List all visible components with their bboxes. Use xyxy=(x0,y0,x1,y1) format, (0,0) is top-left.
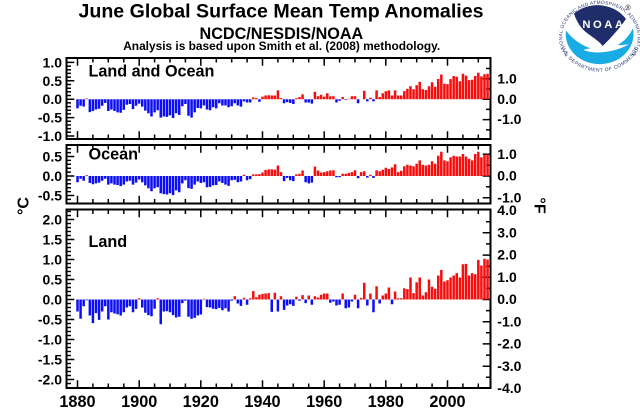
svg-text:1920: 1920 xyxy=(183,393,219,411)
svg-text:NCDC/NESDIS/NOAA: NCDC/NESDIS/NOAA xyxy=(200,25,364,43)
svg-text:0.5: 0.5 xyxy=(43,73,63,89)
svg-text:0.0: 0.0 xyxy=(43,168,63,184)
svg-text:-1.0: -1.0 xyxy=(497,313,521,329)
svg-text:0.0: 0.0 xyxy=(43,91,63,107)
svg-text:-2.0: -2.0 xyxy=(497,336,521,352)
svg-text:3.0: 3.0 xyxy=(497,224,517,240)
svg-text:0.0: 0.0 xyxy=(497,291,517,307)
svg-text:1940: 1940 xyxy=(244,393,280,411)
svg-text:Land: Land xyxy=(89,233,128,251)
svg-text:Land and Ocean: Land and Ocean xyxy=(89,63,215,81)
svg-text:1.0: 1.0 xyxy=(43,252,63,268)
svg-text:Analysis is based upon Smith e: Analysis is based upon Smith et al. (200… xyxy=(123,39,440,53)
svg-text:°F: °F xyxy=(531,197,548,213)
svg-text:-1.0: -1.0 xyxy=(38,128,62,144)
svg-text:0.0: 0.0 xyxy=(43,292,63,308)
svg-text:2000: 2000 xyxy=(429,393,465,411)
svg-text:1.0: 1.0 xyxy=(497,269,517,285)
svg-text:NOAA: NOAA xyxy=(582,19,625,31)
svg-text:1900: 1900 xyxy=(121,393,157,411)
svg-text:-2.0: -2.0 xyxy=(38,372,62,388)
svg-text:4.0: 4.0 xyxy=(497,202,517,218)
svg-text:1980: 1980 xyxy=(368,393,404,411)
svg-text:-0.5: -0.5 xyxy=(38,188,62,204)
svg-text:0.0: 0.0 xyxy=(497,168,517,184)
svg-text:2.0: 2.0 xyxy=(43,212,63,228)
svg-text:-1.5: -1.5 xyxy=(38,352,62,368)
svg-text:2.0: 2.0 xyxy=(497,247,517,263)
svg-text:Ocean: Ocean xyxy=(89,145,139,163)
svg-text:1.0: 1.0 xyxy=(43,54,63,70)
svg-text:0.5: 0.5 xyxy=(43,272,63,288)
svg-text:-1.0: -1.0 xyxy=(497,189,521,205)
svg-text:-3.0: -3.0 xyxy=(497,358,521,374)
svg-text:-4.0: -4.0 xyxy=(497,380,521,396)
svg-text:-0.5: -0.5 xyxy=(38,110,62,126)
svg-text:June Global Surface Mean Temp: June Global Surface Mean Temp Anomalies xyxy=(78,1,483,23)
svg-text:0.5: 0.5 xyxy=(43,149,63,165)
svg-text:°C: °C xyxy=(16,197,33,215)
svg-text:-1.0: -1.0 xyxy=(38,332,62,348)
svg-text:-1.0: -1.0 xyxy=(497,111,521,127)
svg-text:-0.5: -0.5 xyxy=(38,312,62,328)
svg-text:0.0: 0.0 xyxy=(497,91,517,107)
svg-text:®: ® xyxy=(626,4,632,12)
svg-text:1.5: 1.5 xyxy=(43,232,63,248)
svg-text:1880: 1880 xyxy=(59,393,95,411)
svg-text:1.0: 1.0 xyxy=(497,146,517,162)
svg-text:1.0: 1.0 xyxy=(497,70,517,86)
svg-text:1960: 1960 xyxy=(306,393,342,411)
